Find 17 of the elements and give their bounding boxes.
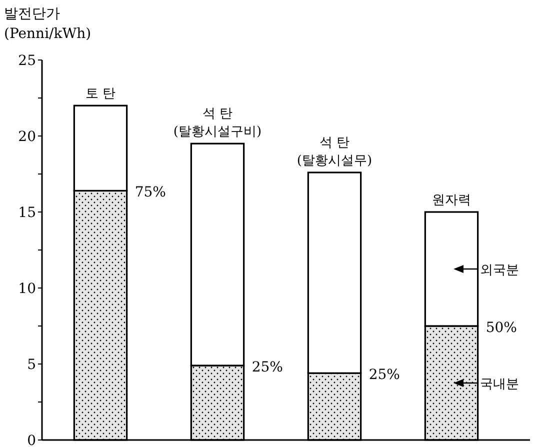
x-tick-label: 토 탄 — [85, 86, 116, 102]
annotation: 50% — [486, 320, 517, 336]
y-tick-label: 10 — [18, 281, 36, 297]
y-tick-label: 25 — [18, 53, 36, 69]
x-tick-label: 석 탄 (탈황시설무) — [296, 135, 372, 168]
y-tick-label: 15 — [18, 205, 36, 221]
y-tick-label: 20 — [18, 129, 36, 145]
annotation: 75% — [134, 184, 166, 201]
x-tick-label: 원자력 — [432, 193, 471, 208]
y-tick-label: 0 — [27, 433, 36, 447]
annotation: 25% — [252, 360, 283, 376]
y-tick-label: 5 — [27, 357, 36, 373]
y-axis-title: 발전단가 (Penni/kWh) — [4, 6, 92, 42]
legend-label: 국내분 — [480, 377, 519, 392]
annotation: 25% — [368, 367, 400, 384]
x-tick-label: 석 탄 (탈황시설구비) — [173, 106, 262, 140]
legend-label: 외국분 — [480, 263, 519, 278]
